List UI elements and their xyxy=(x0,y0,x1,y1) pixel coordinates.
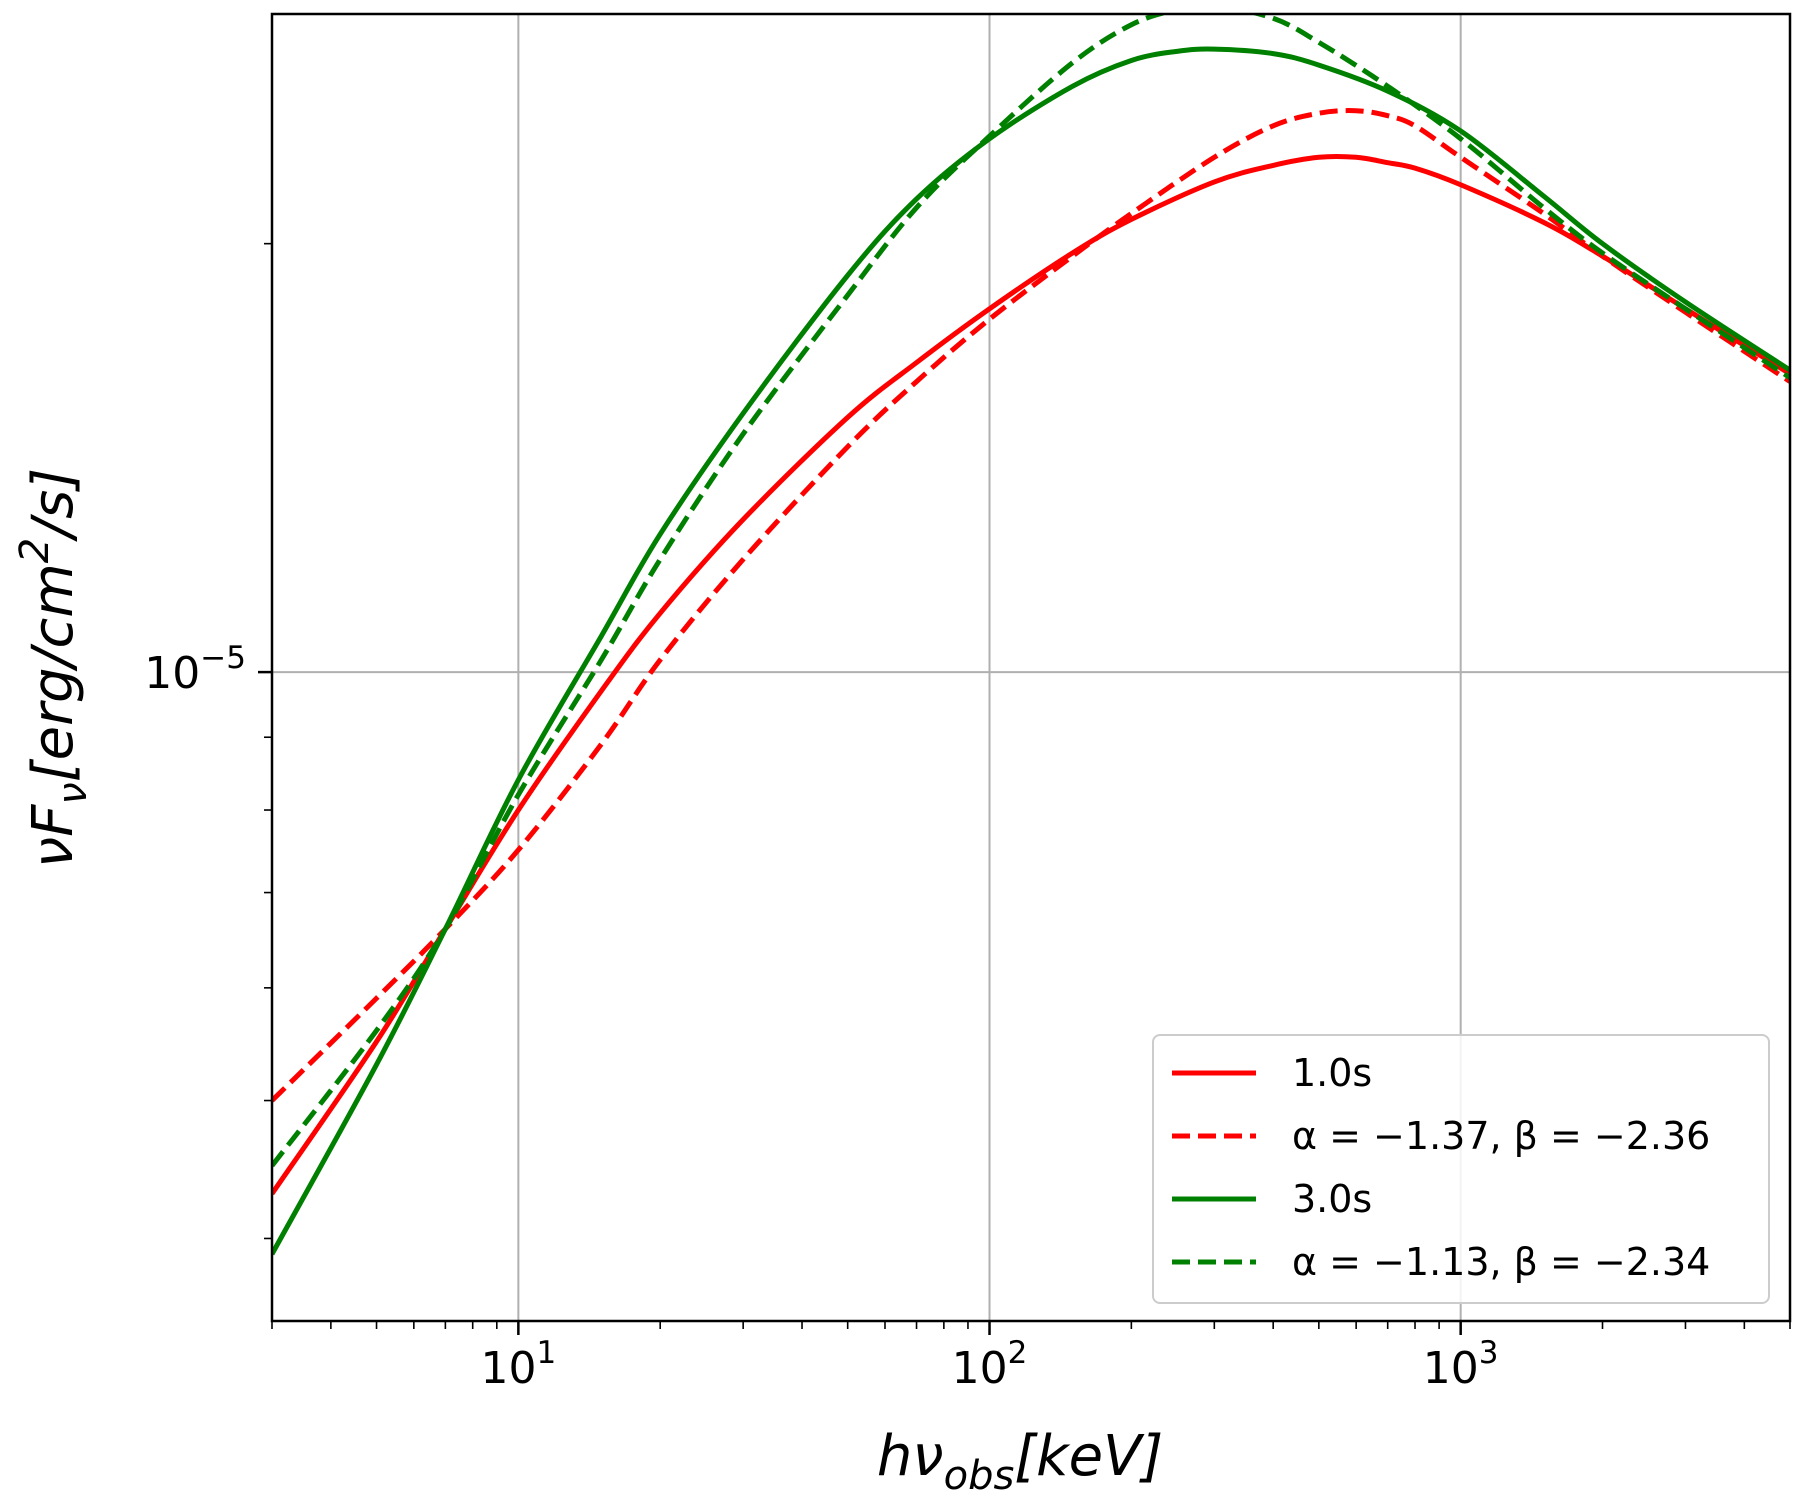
x-tick-label-base: 10 xyxy=(480,1343,536,1394)
axis-ticks xyxy=(258,242,1791,1335)
series-line-3 xyxy=(272,46,1790,1256)
y-axis-label-sub: ν xyxy=(50,782,96,804)
legend-label-3: 3.0s xyxy=(1292,1177,1372,1221)
x-tick-label: 101 xyxy=(480,1335,556,1394)
x-tick-label-exp: 1 xyxy=(536,1335,556,1371)
series-line-1 xyxy=(272,153,1790,1196)
series-line-4 xyxy=(272,14,1790,1168)
y-axis-label: νFν[erg/cm2/s] xyxy=(12,468,96,868)
x-tick-label-exp: 3 xyxy=(1479,1335,1499,1371)
legend-label-2: α = −1.37, β = −2.36 xyxy=(1292,1114,1710,1158)
series-line-2 xyxy=(272,108,1790,1103)
x-tick-label: 102 xyxy=(952,1335,1028,1394)
y-axis-label-rest: [erg/cm xyxy=(21,563,86,782)
legend-label-4: α = −1.13, β = −2.34 xyxy=(1292,1240,1710,1284)
y-tick-label-base: 10 xyxy=(144,648,200,699)
x-axis-label-sub: obs xyxy=(944,1453,1015,1499)
x-axis-label: hνobs[keV] xyxy=(877,1424,1163,1499)
legend-box xyxy=(1152,1034,1770,1304)
series-lines xyxy=(272,14,1790,1256)
y-tick-label-exp: −5 xyxy=(200,640,246,676)
y-axis-label-tail: /s] xyxy=(21,468,86,543)
x-tick-label-exp: 2 xyxy=(1008,1335,1028,1371)
x-axis-label-base: hν xyxy=(877,1424,944,1489)
y-axis-label-sup: 2 xyxy=(12,538,58,563)
legend-label-1: 1.0s xyxy=(1292,1051,1372,1095)
y-axis-label-base: νF xyxy=(21,804,86,868)
x-tick-label-base: 10 xyxy=(1423,1343,1479,1394)
legend: 1.0s α = −1.37, β = −2.36 3.0s α = −1.13, β… xyxy=(1152,1034,1770,1304)
plot-area-frame xyxy=(270,12,1792,1323)
y-tick-label: 10−5 xyxy=(144,640,246,699)
x-axis-label-rest: [keV] xyxy=(1014,1424,1163,1489)
x-tick-label-base: 10 xyxy=(952,1343,1008,1394)
x-tick-label: 103 xyxy=(1423,1335,1499,1394)
